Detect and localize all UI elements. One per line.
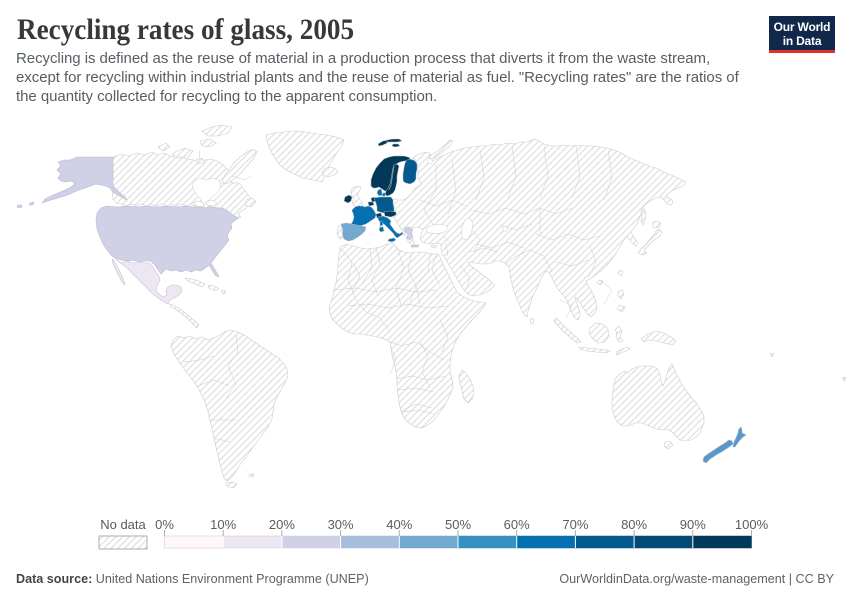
svg-text:100%: 100%	[735, 517, 769, 532]
svg-text:80%: 80%	[621, 517, 647, 532]
svg-text:No data: No data	[100, 517, 146, 532]
svg-text:10%: 10%	[210, 517, 236, 532]
svg-text:20%: 20%	[269, 517, 295, 532]
svg-text:70%: 70%	[562, 517, 588, 532]
svg-text:0%: 0%	[155, 517, 174, 532]
svg-text:60%: 60%	[504, 517, 530, 532]
svg-text:50%: 50%	[445, 517, 471, 532]
svg-text:40%: 40%	[386, 517, 412, 532]
svg-text:90%: 90%	[680, 517, 706, 532]
svg-text:30%: 30%	[328, 517, 354, 532]
